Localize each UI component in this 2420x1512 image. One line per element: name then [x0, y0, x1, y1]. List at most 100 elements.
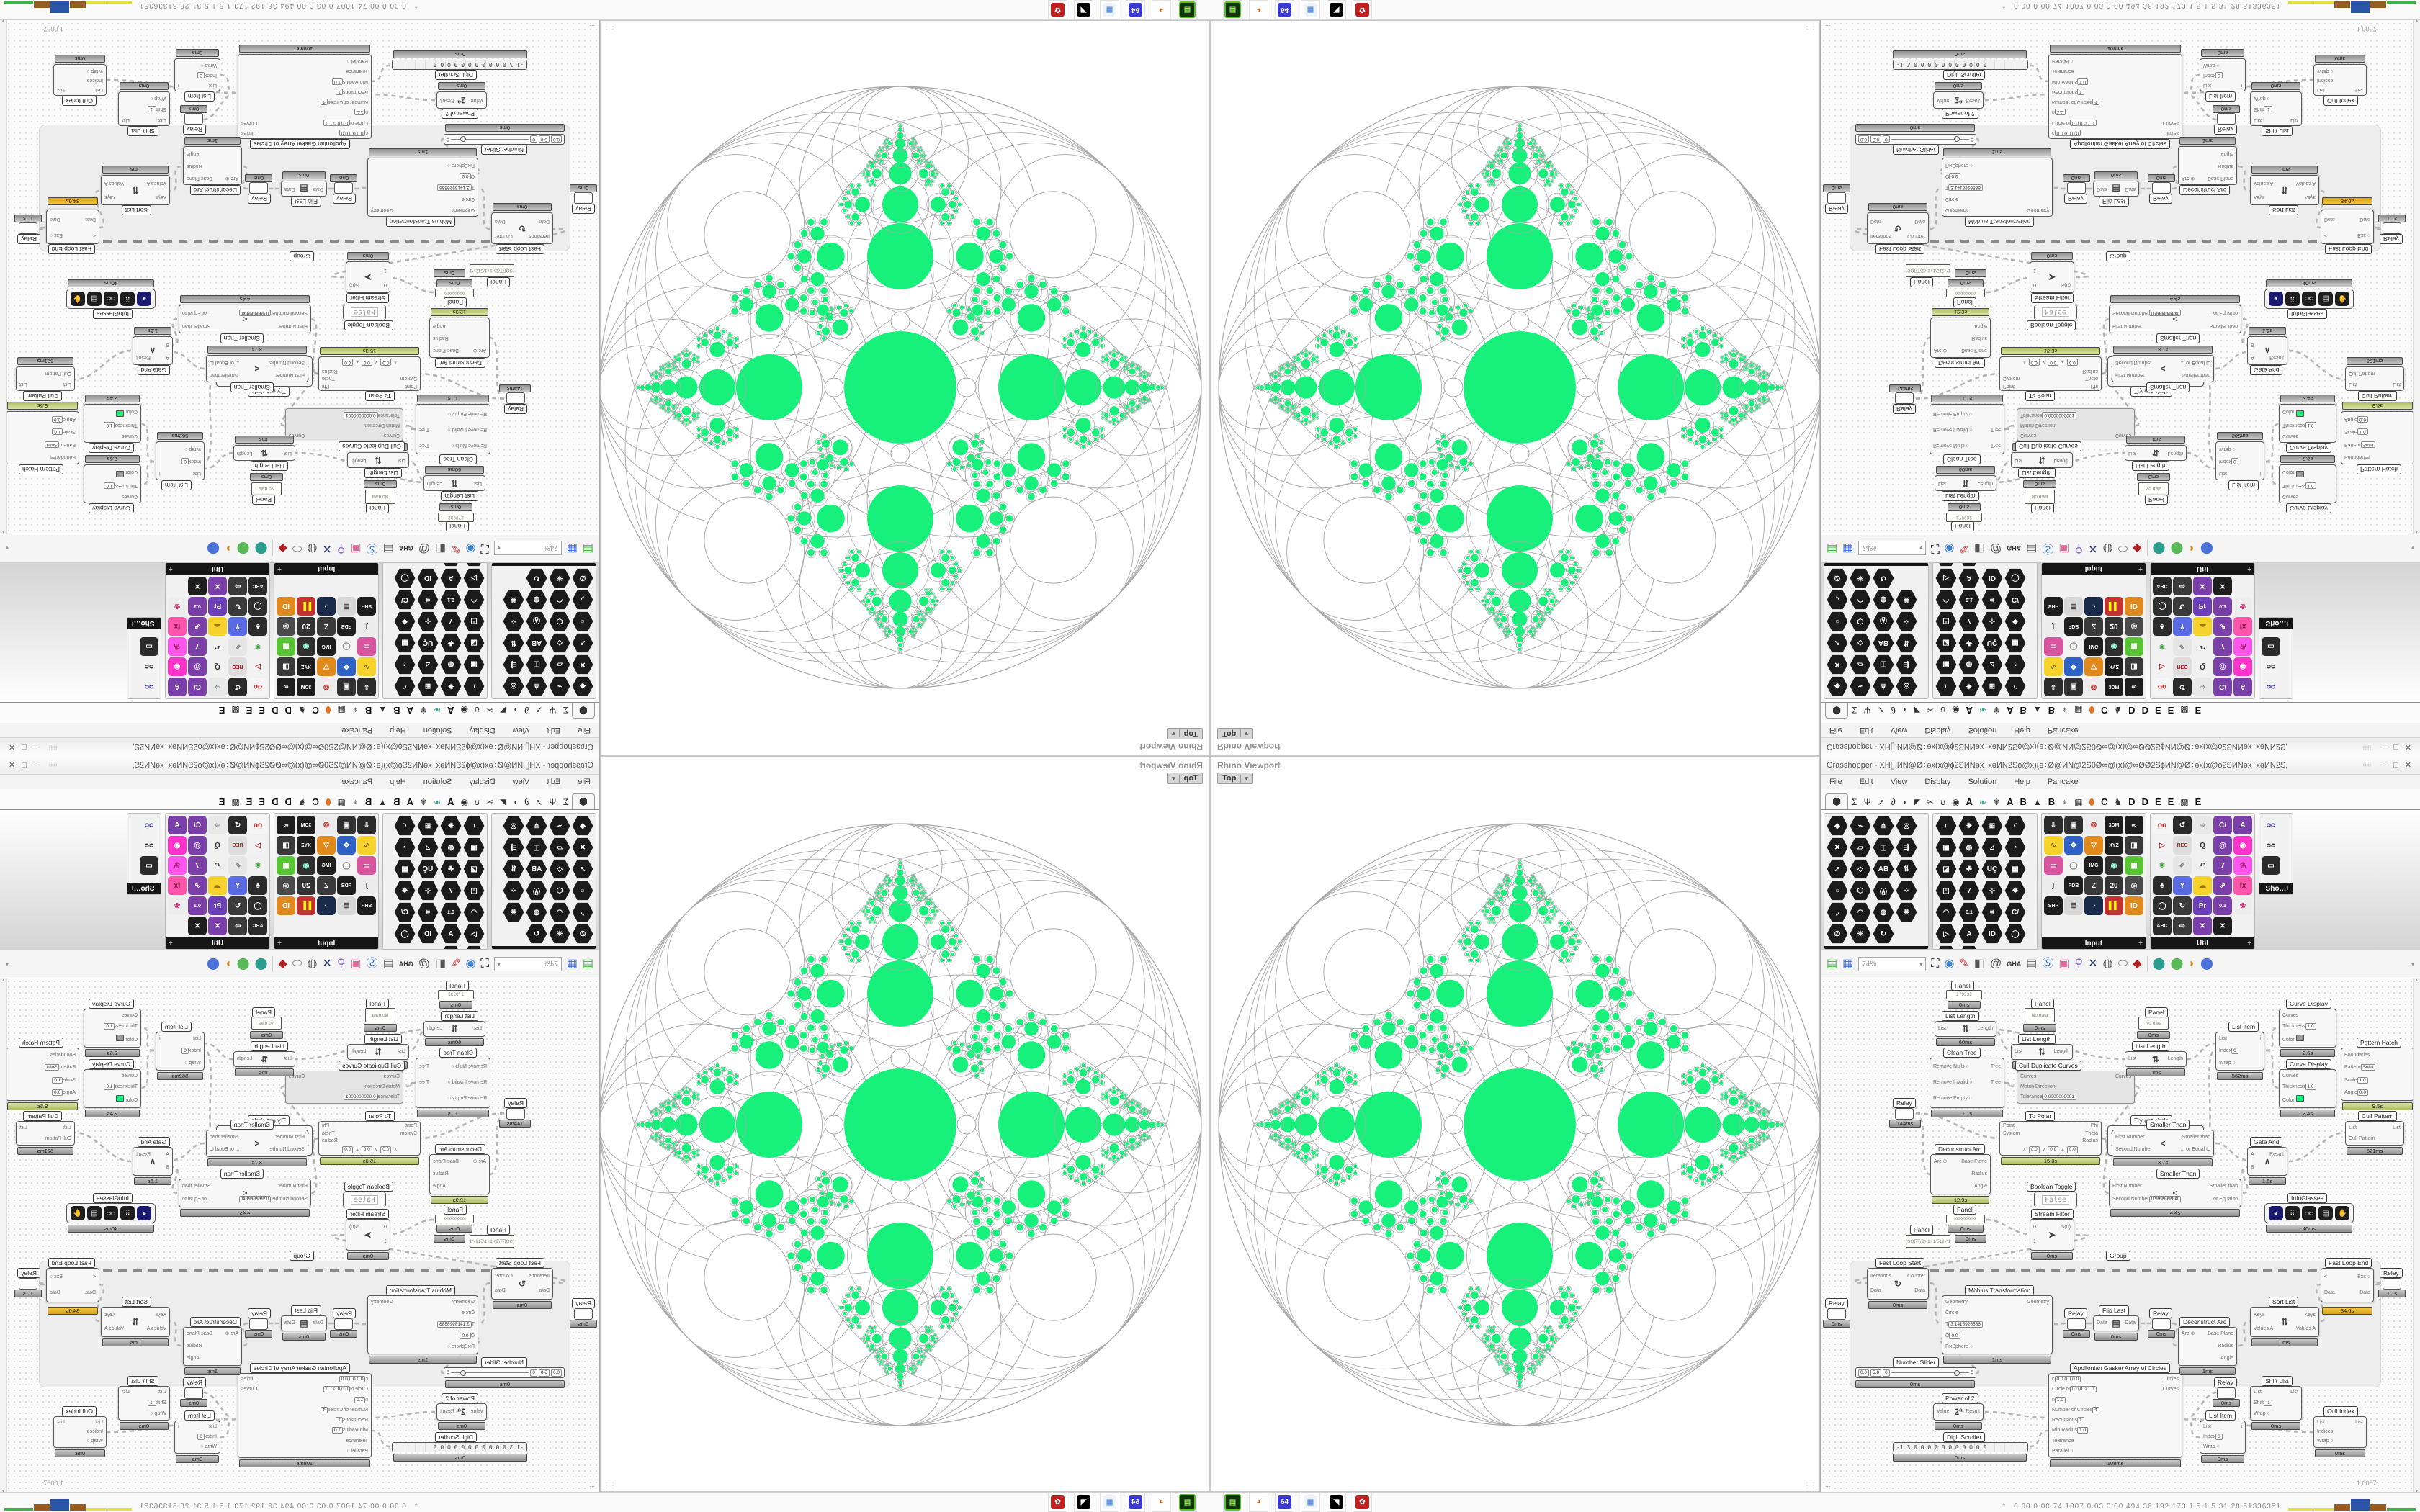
toolbar-icon-4[interactable]: @	[418, 958, 431, 970]
component-icon[interactable]: ⇩	[357, 816, 376, 834]
component-icon[interactable]: ↻	[526, 924, 547, 944]
boolean-toggle[interactable]: False	[343, 1192, 386, 1207]
component-icon[interactable]: ⌘	[503, 902, 524, 922]
component-icon[interactable]: ◎	[503, 816, 524, 836]
input-param[interactable]: 1	[384, 1239, 387, 1244]
node-label[interactable]: Flip Last	[2099, 1305, 2130, 1315]
plus-icon[interactable]: +	[130, 884, 135, 893]
component-icon[interactable]: ⇩	[2044, 816, 2063, 834]
palette-footer[interactable]: Sho… +	[2259, 883, 2293, 894]
component-icon[interactable]: ♣	[2153, 876, 2172, 895]
component-icon[interactable]: ∫	[357, 876, 376, 895]
component-icon[interactable]: ◗	[463, 945, 485, 950]
component-icon[interactable]: ✕	[2193, 917, 2212, 935]
input-param[interactable]: List	[398, 1049, 405, 1054]
input-param[interactable]: List	[193, 1036, 201, 1042]
component-icon[interactable]: ◉	[2105, 856, 2123, 875]
node-component[interactable]: ⇅ List Length	[1935, 1021, 1996, 1037]
component-icon[interactable]: IMG	[317, 856, 336, 875]
component-icon[interactable]: ∅	[1827, 924, 1848, 944]
input-param[interactable]: Match Direction	[2020, 1084, 2056, 1089]
node-label[interactable]: Power of 2	[442, 1393, 478, 1403]
menu-item-help[interactable]: Help	[2014, 778, 2030, 786]
component-icon[interactable]: 0.1	[440, 902, 462, 922]
title-bar[interactable]: Grasshopper - XH[].ИN@Ø÷əx(x@ɸ2SИNəx÷xəИ…	[0, 756, 599, 775]
node-label[interactable]: Flip Last	[290, 1305, 321, 1315]
canvas-scrollbar[interactable]: ▲ ▼	[2413, 978, 2420, 1492]
toolbar-icon-7[interactable]: Ⓢ	[2042, 958, 2054, 970]
component-tab-19[interactable]: ⬮	[2089, 797, 2095, 807]
input-param[interactable]: Values A	[146, 1326, 166, 1331]
param-field[interactable]: 1.0	[104, 1083, 115, 1090]
output-param[interactable]: i	[2259, 1036, 2261, 1042]
component-icon[interactable]: ⇨	[208, 816, 227, 834]
output-param[interactable]: Phi	[322, 1123, 330, 1129]
toolbar-icon-12[interactable]: ⬭	[2118, 958, 2128, 970]
output-param[interactable]: Smaller than	[182, 1184, 211, 1189]
component-icon[interactable]: ▷	[463, 924, 485, 944]
param-field[interactable]: 0.0 0.0 1.0	[2069, 1386, 2097, 1393]
input-param[interactable]: Data	[313, 1320, 323, 1326]
zoom-level-select[interactable]: 74% ▾	[493, 957, 562, 971]
component-icon[interactable]: ∿	[2044, 836, 2063, 855]
component-icon[interactable]: ↶	[2193, 856, 2212, 875]
component-icon[interactable]: ◳	[463, 881, 485, 901]
output-param[interactable]: Theta	[322, 1130, 335, 1136]
infoglasses-icon-3[interactable]: ▤	[2318, 1206, 2334, 1220]
component-icon[interactable]: Ⓐ	[526, 881, 547, 901]
input-param[interactable]: First Number	[275, 1134, 305, 1140]
toolbar-icon-1[interactable]: ◉	[1944, 958, 1955, 970]
node-label[interactable]: Cull Pattern	[2358, 1111, 2398, 1121]
component-tab-5[interactable]: ◗	[513, 797, 519, 807]
input-param[interactable]: Second Number0.999999998	[239, 1196, 308, 1202]
param-field[interactable]: 1.0	[331, 1427, 343, 1434]
component-tab-12[interactable]: ✾	[419, 797, 427, 807]
node-label[interactable]: InfoGlasses	[2287, 1193, 2327, 1203]
node-label[interactable]: List Length	[251, 1041, 288, 1051]
input-param[interactable]: Remove Nulls ○	[1933, 1064, 1969, 1069]
component-icon[interactable]: ⇶	[1896, 837, 1917, 858]
component-tab-14[interactable]: B	[2020, 796, 2027, 807]
component-icon[interactable]: oo	[248, 816, 267, 834]
node-label[interactable]: Panel	[252, 1007, 275, 1017]
param-field[interactable]: Solid	[44, 1064, 60, 1071]
input-param[interactable]: Geometry	[1945, 1299, 1968, 1305]
component-tab-3[interactable]: ➚	[535, 797, 543, 807]
rhino-icon[interactable]: ◥	[1074, 1493, 1093, 1512]
input-param[interactable]: Point	[2003, 1123, 2015, 1129]
component-icon[interactable]: ◇	[549, 859, 570, 879]
component-tab-5[interactable]: ◗	[1901, 797, 1907, 807]
input-param[interactable]: Values A	[2254, 1326, 2274, 1331]
component-tab-11[interactable]: ❧	[434, 797, 442, 807]
component-icon[interactable]: ⌗	[1981, 902, 2003, 922]
param-field[interactable]: 3.1415926536	[437, 1320, 472, 1328]
rhino-icon[interactable]: ◥	[1327, 1493, 1346, 1512]
node-component[interactable]: List List Cull Pattern	[2345, 1121, 2404, 1146]
toolbar-icon-6[interactable]: ▤	[2026, 958, 2038, 970]
param-field[interactable]: 4	[2092, 1406, 2099, 1413]
node-label[interactable]: Panel	[366, 999, 389, 1009]
component-icon[interactable]: ▣	[2064, 816, 2083, 834]
display-ball-icon-3[interactable]: ⬤	[2200, 958, 2213, 970]
component-icon[interactable]: ▣	[463, 837, 485, 858]
component-icon[interactable]: SHP	[357, 896, 376, 915]
input-param[interactable]: List	[2254, 1390, 2262, 1395]
node-label[interactable]: Relay	[572, 1298, 595, 1308]
component-icon[interactable]: ✐	[228, 856, 247, 875]
param-field[interactable]: 0	[197, 1434, 205, 1440]
node-label[interactable]: Fast Loop Start	[495, 1258, 544, 1268]
param-field[interactable]: 1.0	[2305, 1022, 2316, 1030]
component-tab-21[interactable]: ♞	[297, 797, 306, 807]
toolbar-icon-10[interactable]: ✕	[2088, 958, 2098, 970]
red-badge-icon[interactable]: ✿	[1353, 1493, 1372, 1512]
component-icon[interactable]: ✸	[1958, 816, 1980, 836]
component-icon[interactable]: fx	[168, 876, 187, 895]
component-icon[interactable]: 7	[188, 856, 207, 875]
display-ball-icon-1[interactable]: ⬤	[2170, 958, 2184, 970]
component-icon[interactable]: fx	[2233, 876, 2252, 895]
component-icon[interactable]: ⇨	[228, 917, 247, 935]
